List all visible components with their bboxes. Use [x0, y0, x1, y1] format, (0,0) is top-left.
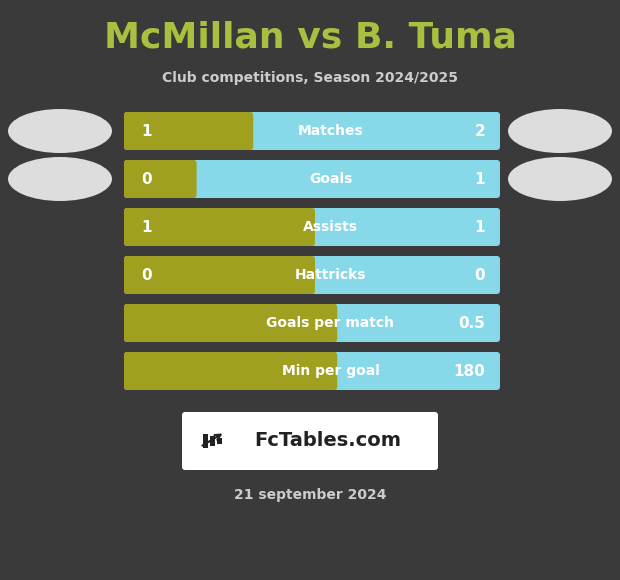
FancyBboxPatch shape: [124, 112, 500, 150]
Text: 1: 1: [141, 124, 151, 139]
Text: Matches: Matches: [298, 124, 363, 138]
Bar: [203, 434, 208, 448]
FancyBboxPatch shape: [124, 352, 337, 390]
Text: 0: 0: [141, 267, 152, 282]
FancyBboxPatch shape: [124, 304, 337, 342]
Bar: [217, 438, 222, 444]
Ellipse shape: [8, 109, 112, 153]
Text: 1: 1: [474, 219, 485, 234]
Text: 0: 0: [474, 267, 485, 282]
FancyBboxPatch shape: [124, 112, 253, 150]
Text: McMillan vs B. Tuma: McMillan vs B. Tuma: [104, 21, 516, 55]
Text: Goals per match: Goals per match: [267, 316, 394, 330]
FancyBboxPatch shape: [124, 352, 500, 390]
Bar: [210, 436, 215, 446]
Text: Assists: Assists: [303, 220, 358, 234]
Text: 21 september 2024: 21 september 2024: [234, 488, 386, 502]
Ellipse shape: [508, 157, 612, 201]
FancyBboxPatch shape: [182, 412, 438, 470]
Text: Min per goal: Min per goal: [281, 364, 379, 378]
FancyBboxPatch shape: [124, 160, 500, 198]
FancyBboxPatch shape: [124, 208, 315, 246]
FancyBboxPatch shape: [124, 208, 500, 246]
Ellipse shape: [8, 157, 112, 201]
Ellipse shape: [508, 109, 612, 153]
Text: Hattricks: Hattricks: [294, 268, 366, 282]
FancyBboxPatch shape: [124, 160, 197, 198]
Text: FcTables.com: FcTables.com: [254, 432, 402, 451]
Text: 180: 180: [453, 364, 485, 379]
Text: 1: 1: [474, 172, 485, 187]
Text: Goals: Goals: [309, 172, 352, 186]
FancyBboxPatch shape: [124, 304, 500, 342]
Text: 2: 2: [474, 124, 485, 139]
FancyBboxPatch shape: [124, 256, 315, 294]
FancyBboxPatch shape: [124, 256, 500, 294]
Text: 0: 0: [141, 172, 152, 187]
Text: 0.5: 0.5: [458, 316, 485, 331]
Text: Club competitions, Season 2024/2025: Club competitions, Season 2024/2025: [162, 71, 458, 85]
Text: 1: 1: [141, 219, 151, 234]
